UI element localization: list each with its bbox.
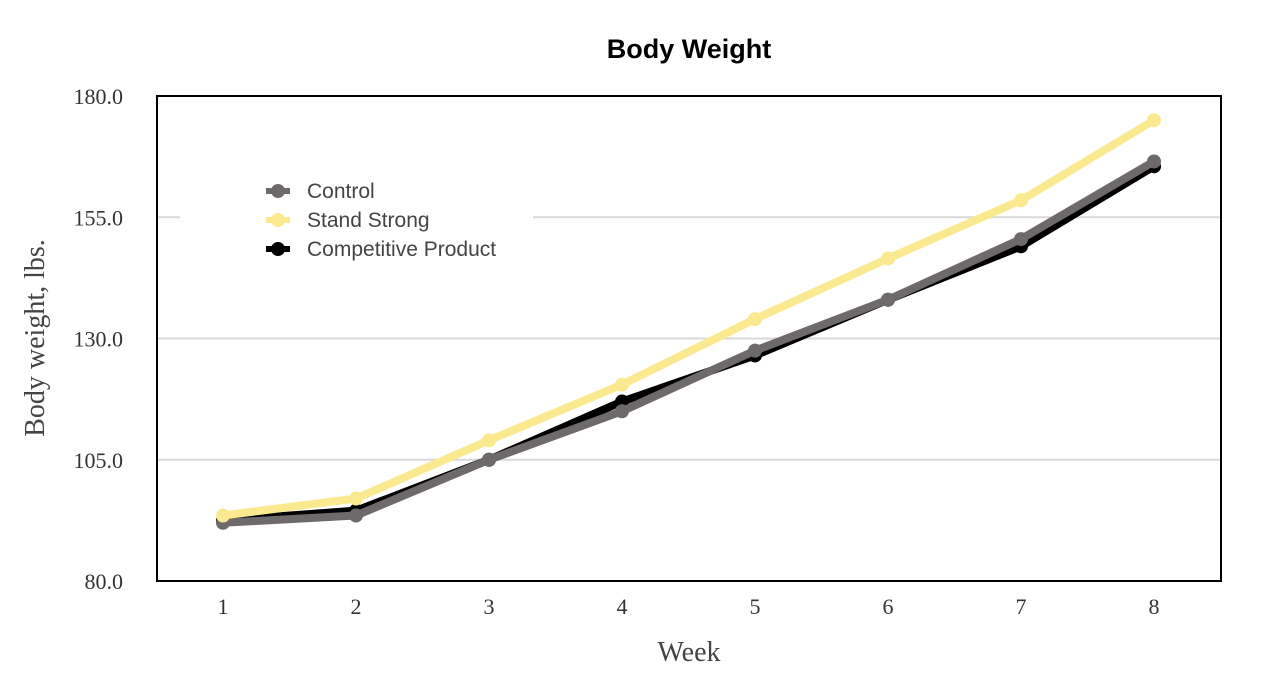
data-point [1014,232,1028,247]
data-point [482,452,496,467]
data-point [881,251,895,266]
data-point [1014,193,1028,208]
data-point [615,394,629,409]
data-point [349,508,363,523]
legend-swatch-marker [271,242,285,256]
series-control [216,154,1161,530]
series-line [222,116,1157,520]
legend-item: Control [266,180,375,203]
y-tick-label: 130.0 [74,327,124,352]
legend-swatch-marker [271,213,285,227]
x-tick-label: 6 [883,594,894,619]
legend-swatch-marker [271,184,285,198]
x-tick-label: 8 [1149,594,1160,619]
series-stand-strong [216,113,1161,523]
x-tick-label: 7 [1016,594,1027,619]
x-tick-label: 2 [351,594,362,619]
y-tick-label: 180.0 [74,84,124,109]
x-axis-ticks: 1 2 3 4 5 6 7 8 [218,594,1160,619]
series-line [222,158,1157,527]
x-tick-label: 1 [218,594,229,619]
y-tick-label: 80.0 [85,569,124,594]
data-point [615,377,629,392]
data-point [216,508,230,523]
legend-label: Stand Strong [307,209,430,232]
chart-title: Body Weight [607,34,772,64]
series-group [216,113,1161,530]
plot-frame [156,95,1222,582]
y-tick-label: 155.0 [74,205,124,230]
legend-label: Competitive Product [307,238,496,261]
data-point [748,343,762,358]
data-point [349,491,363,506]
x-tick-label: 3 [484,594,495,619]
legend-background [180,170,533,270]
data-point [748,312,762,327]
legend-item: Stand Strong [266,209,430,232]
y-axis-label: Body weight, lbs. [20,239,51,437]
legend-item: Competitive Product [266,238,496,261]
x-axis-label: Week [657,637,720,668]
data-point [482,433,496,448]
data-point [881,292,895,307]
data-point [1147,154,1161,169]
legend-label: Control [307,180,375,203]
x-tick-label: 5 [750,594,761,619]
data-point [615,404,629,419]
x-tick-label: 4 [617,594,628,619]
y-axis-ticks: 80.0 105.0 130.0 155.0 180.0 [74,84,124,594]
y-tick-label: 105.0 [74,448,124,473]
data-point [1147,113,1161,128]
legend: Control Stand Strong Competitive Product [180,170,533,270]
